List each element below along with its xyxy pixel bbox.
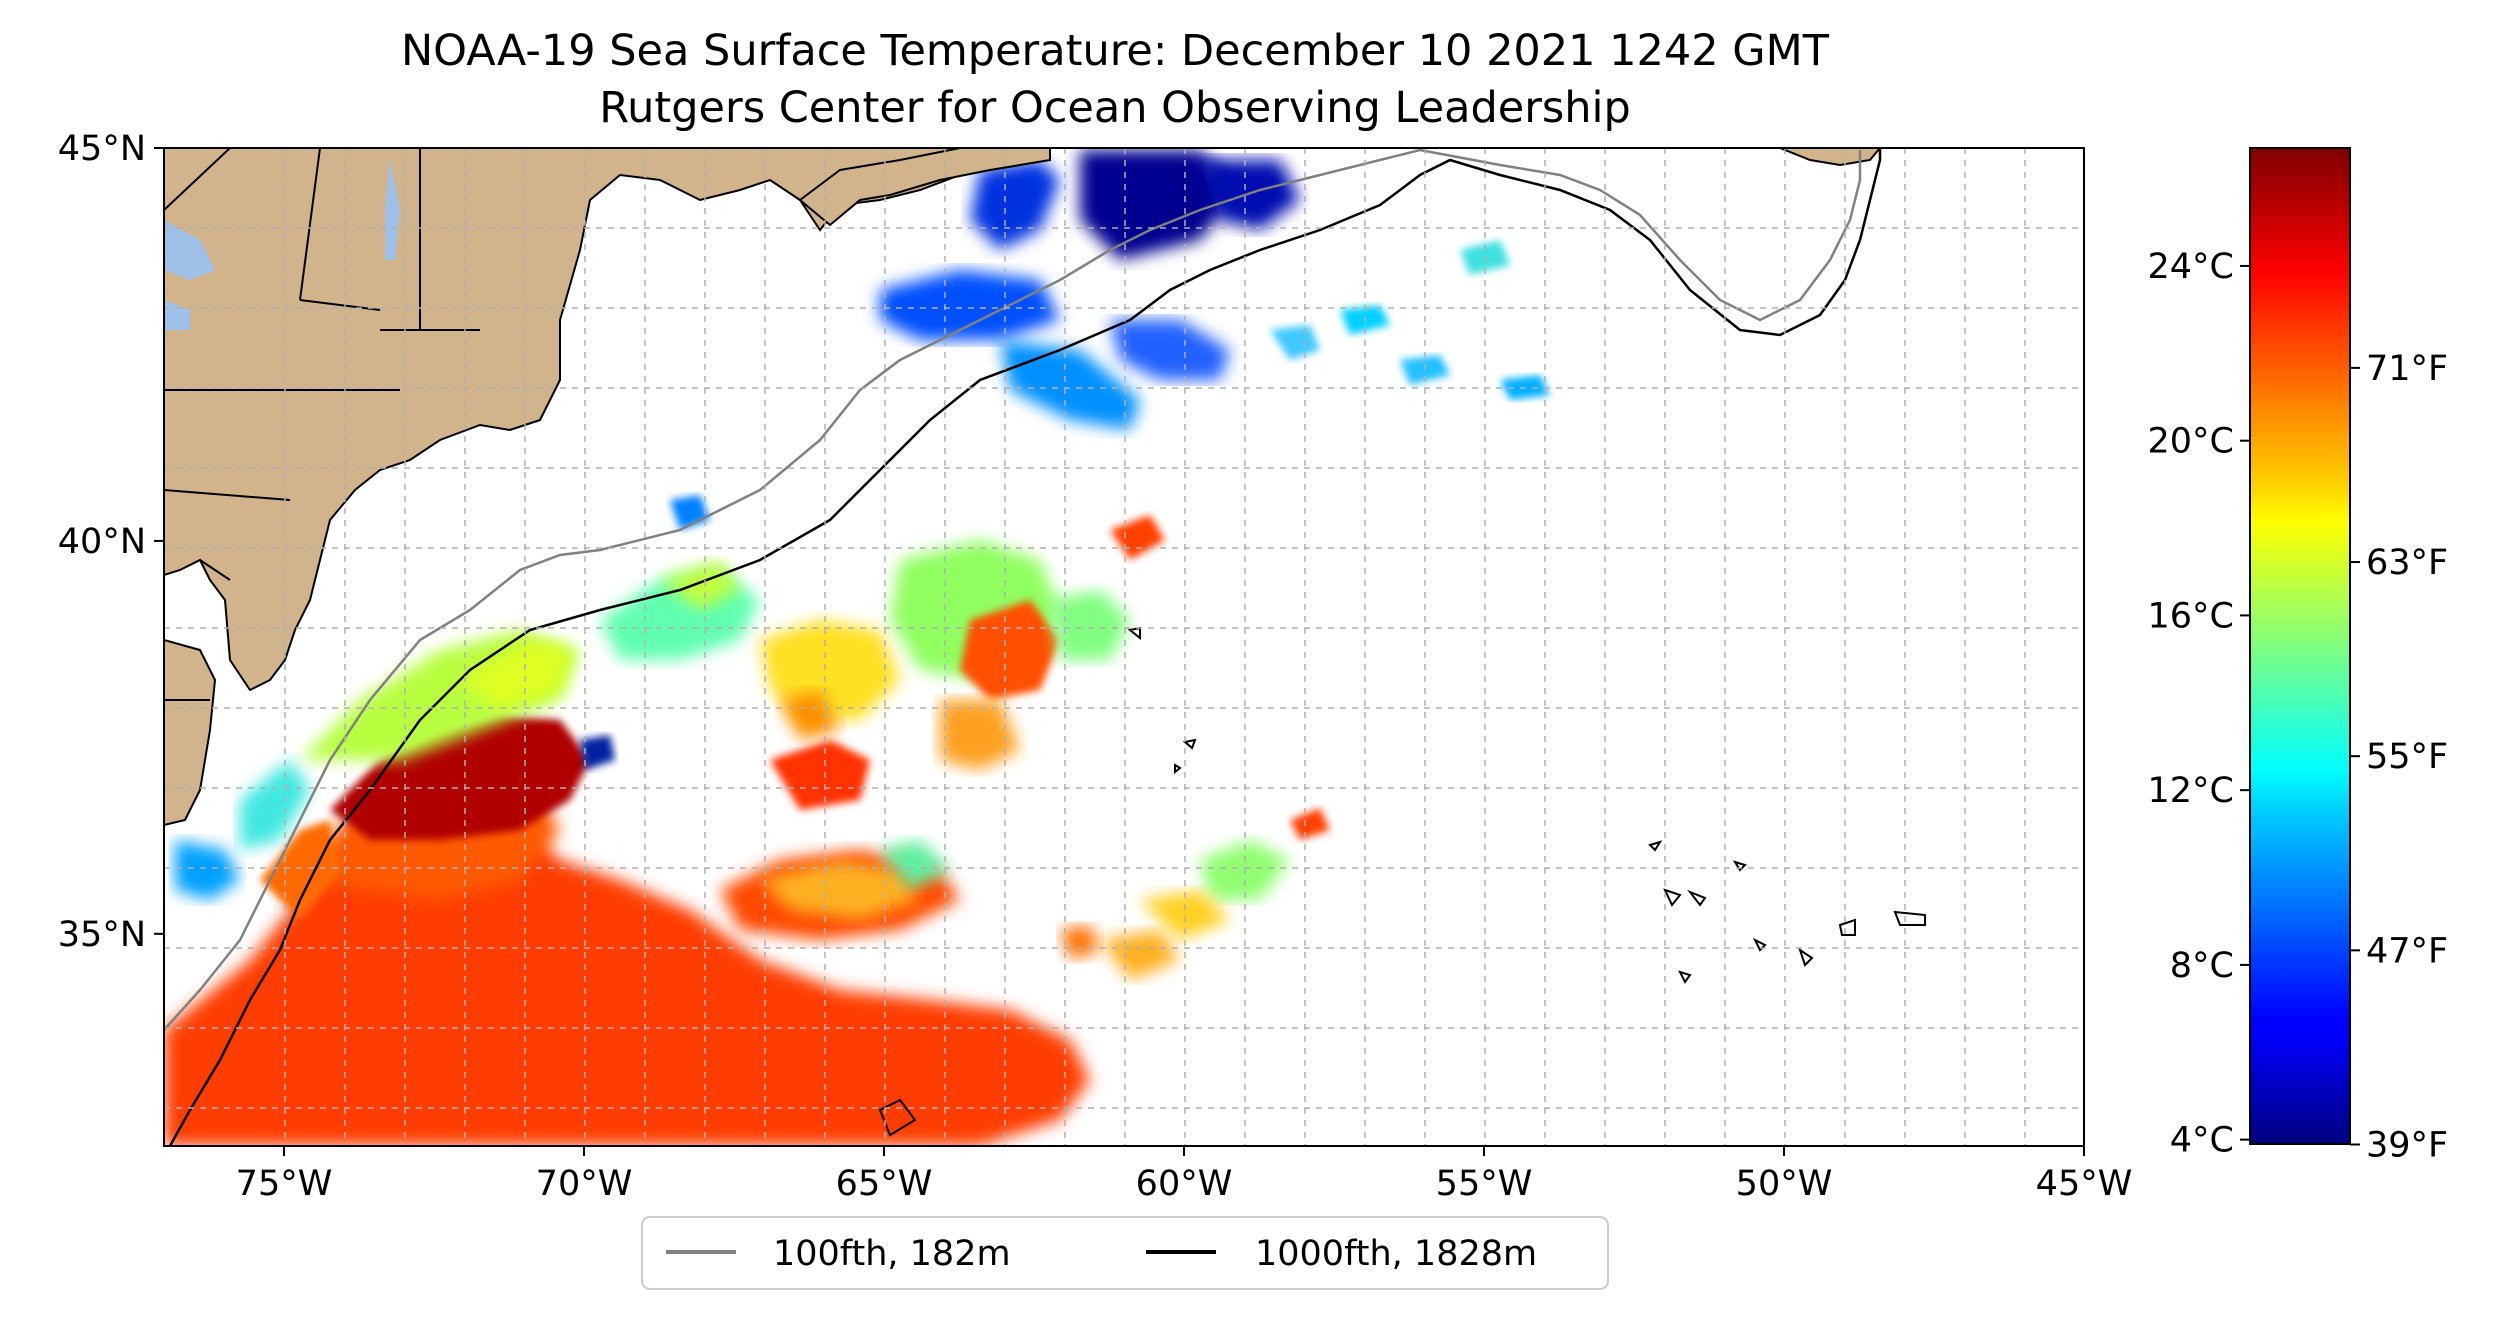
celsius-tick-label: 4°C — [2170, 1121, 2234, 1161]
celsius-tick-label: 12°C — [2148, 771, 2234, 811]
latitude-axis: 45°N 40°N 35°N — [58, 129, 164, 955]
contour-1000fth — [168, 148, 1882, 1146]
lon-tick-label: 45°W — [2036, 1164, 2133, 1204]
celsius-tick-label: 20°C — [2148, 422, 2234, 462]
lat-tick-label: 35°N — [58, 915, 146, 955]
fahrenheit-tick-label: 71°F — [2366, 349, 2448, 389]
legend-label-100fth: 100fth, 182m — [773, 1234, 1011, 1274]
fahrenheit-tick-label: 63°F — [2366, 543, 2448, 583]
map-frame — [163, 147, 2085, 1147]
colorbar-fahrenheit-axis: 39°F 47°F 55°F 63°F 71°F — [2350, 349, 2448, 1165]
lon-tick-label: 65°W — [836, 1164, 933, 1204]
sst-field — [164, 150, 1550, 1146]
legend-box — [641, 1216, 1609, 1290]
lat-tick-label: 40°N — [58, 522, 146, 562]
celsius-tick-label: 8°C — [2170, 946, 2234, 986]
gridlines — [164, 148, 2084, 1146]
legend: 100fth, 182m 1000fth, 1828m — [641, 1216, 1609, 1290]
colorbar-gradient — [2249, 147, 2351, 1145]
lon-tick-label: 75°W — [236, 1164, 333, 1204]
fahrenheit-tick-label: 55°F — [2366, 737, 2448, 777]
land — [164, 148, 1882, 827]
lon-tick-label: 50°W — [1736, 1164, 1833, 1204]
colorbar-celsius-axis: 4°C 8°C 12°C 16°C 20°C 24°C — [2148, 247, 2250, 1161]
celsius-tick-label: 24°C — [2148, 247, 2234, 287]
contour-100fth — [164, 148, 1862, 1031]
fahrenheit-tick-label: 39°F — [2366, 1125, 2448, 1165]
colorbar: 4°C 8°C 12°C 16°C 20°C 24°C 39°F 47°F 55°F 63°F 7… — [2148, 147, 2448, 1165]
depth-contours — [164, 148, 1926, 1146]
fahrenheit-tick-label: 47°F — [2366, 931, 2448, 971]
longitude-axis: 75°W 70°W 65°W 60°W 55°W 50°W 45°W — [236, 1146, 2133, 1204]
map-subtitle: Rutgers Center for Ocean Observing Leade… — [599, 83, 1631, 133]
lon-tick-label: 55°W — [1436, 1164, 1533, 1204]
celsius-tick-label: 16°C — [2148, 596, 2234, 636]
map-title: NOAA-19 Sea Surface Temperature: Decembe… — [401, 26, 1830, 76]
lon-tick-label: 70°W — [536, 1164, 633, 1204]
legend-label-1000fth: 1000fth, 1828m — [1255, 1234, 1537, 1274]
map-panel — [164, 148, 2084, 1146]
lat-tick-label: 45°N — [58, 129, 146, 169]
lon-tick-label: 60°W — [1136, 1164, 1233, 1204]
